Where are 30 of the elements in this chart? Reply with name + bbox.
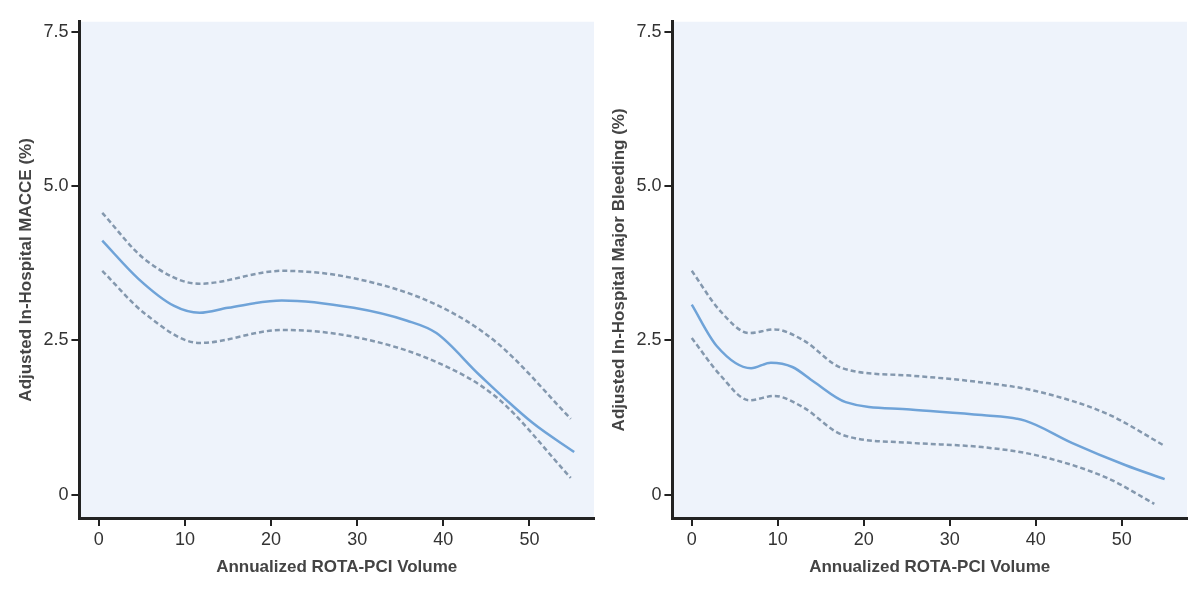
x-tick-label: 20	[853, 528, 874, 549]
y-tick-label: 2.5	[43, 329, 69, 350]
x-tick-label: 30	[347, 528, 368, 549]
line-series	[690, 336, 1156, 506]
x-tick-label: 40	[1025, 528, 1046, 549]
y-axis-title: Adjusted In-Hospital MACCE (%)	[15, 138, 35, 402]
line-series	[101, 239, 576, 454]
x-tick-label: 40	[433, 528, 454, 549]
line-series	[690, 303, 1166, 481]
x-tick-label: 0	[93, 528, 104, 549]
y-axis-title: Adjusted In-Hospital Major Bleeding (%)	[608, 108, 628, 432]
y-tick-label: 2.5	[636, 329, 662, 350]
x-tick-label: 30	[939, 528, 960, 549]
x-axis-title: Annualized ROTA-PCI Volume	[809, 557, 1051, 577]
line-series	[101, 269, 572, 480]
x-tick-label: 0	[686, 528, 697, 549]
x-tick-label: 20	[261, 528, 282, 549]
x-tick-label: 10	[767, 528, 788, 549]
x-tick-label: 50	[1111, 528, 1132, 549]
y-tick-label: 0	[651, 483, 662, 504]
x-axis-title: Annualized ROTA-PCI Volume	[216, 557, 458, 577]
y-tick-label: 5.0	[636, 175, 662, 196]
y-tick-label: 5.0	[43, 175, 69, 196]
x-tick-label: 10	[174, 528, 195, 549]
y-tick-label: 0	[58, 483, 69, 504]
x-tick-label: 50	[519, 528, 540, 549]
line-series	[690, 269, 1166, 448]
y-tick-label: 7.5	[636, 21, 662, 42]
y-tick-label: 7.5	[43, 21, 69, 42]
line-series	[101, 211, 572, 421]
